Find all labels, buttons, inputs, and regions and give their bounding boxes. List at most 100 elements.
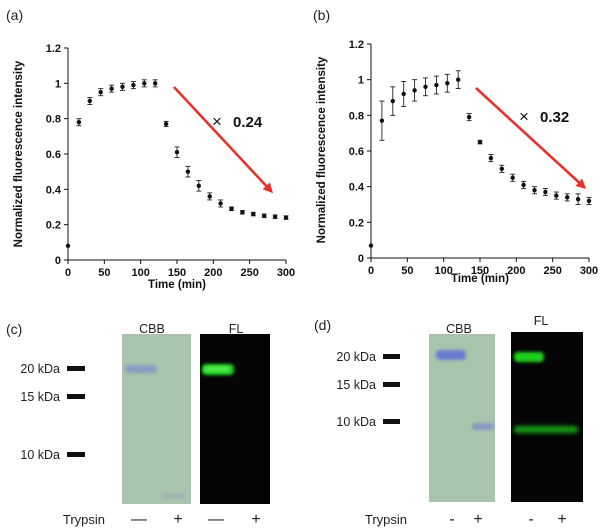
lane-sign-4: + (557, 511, 566, 528)
y-axis-title: Normalized fluorescence intensity (13, 60, 25, 247)
panel-label-a: (a) (6, 7, 23, 23)
panel-b: (b) Normalized fluorescence intensity Ti… (313, 7, 598, 285)
cbb-gel (122, 334, 191, 504)
data-point (262, 213, 267, 219)
data-point (76, 120, 82, 125)
y-tick-label: 1 (358, 75, 364, 87)
plot-a: Normalized fluorescence intensity Time (… (13, 43, 295, 291)
data-point (120, 84, 125, 90)
cbb-header: CBB (446, 322, 472, 336)
mw-marker-20: 20 kDa (336, 350, 376, 364)
panel-d: (d) CBB FL 20 kDa 15 kDa 10 kDa Trypsin … (314, 314, 583, 528)
y-tick-label: 0.8 (46, 114, 61, 126)
cbb-header: CBB (139, 322, 165, 336)
marker-dash-15 (383, 382, 400, 387)
cbb-band-untreated (125, 365, 157, 373)
lane-sign-2: + (173, 511, 182, 528)
data-point (218, 201, 223, 206)
data-point (521, 182, 526, 188)
fl-gel (200, 334, 270, 504)
data-point (423, 84, 428, 90)
panel-label-d: (d) (314, 317, 331, 333)
marker-dash-20 (383, 354, 400, 359)
x-axis-title: Time (min) (148, 279, 206, 291)
x-tick-label: 50 (401, 265, 413, 277)
marker-dash-20 (67, 366, 85, 371)
x-tick-label: 0 (65, 267, 71, 279)
y-tick-label: 1.2 (349, 39, 364, 51)
data-point (466, 114, 472, 120)
cbb-band-treated (163, 494, 185, 498)
data-point (142, 81, 147, 86)
data-point (565, 195, 570, 200)
x-tick-label: 100 (131, 267, 149, 279)
data-point (163, 121, 169, 127)
fl-band-treated (514, 426, 578, 433)
lane-sign-3: — (208, 511, 224, 528)
data-point (575, 196, 581, 202)
mw-marker-10: 10 kDa (20, 448, 60, 462)
y-axis-title: Normalized fluorescence intensity (316, 56, 328, 243)
y-tick-label: 0.4 (46, 184, 62, 196)
mw-marker-10: 10 kDa (336, 415, 376, 429)
data-point (87, 98, 93, 104)
x-tick-label: 250 (240, 267, 258, 279)
x-tick-label: 0 (368, 265, 374, 277)
data-point (283, 215, 289, 220)
x-tick-label: 100 (434, 265, 452, 277)
panel-c: (c) CBB FL 20 kDa 15 kDa 10 kDa Trypsin … (6, 321, 270, 528)
trypsin-label: Trypsin (365, 512, 407, 527)
lane-sign-3: - (528, 511, 533, 528)
data-point (434, 82, 439, 88)
lane-sign-2: + (473, 511, 482, 528)
x-tick-label: 50 (98, 267, 110, 279)
data-point (477, 139, 483, 145)
y-tick-label: 0 (358, 253, 364, 265)
data-point (240, 210, 245, 215)
x-tick-label: 300 (580, 265, 598, 277)
y-tick-label: 1 (55, 78, 61, 90)
cbb-gel (429, 334, 495, 502)
fl-band-untreated (514, 352, 544, 362)
data-point (401, 91, 406, 97)
data-point (207, 194, 212, 199)
mw-marker-15: 15 kDa (336, 378, 376, 392)
decrease-arrow (475, 87, 587, 190)
data-point (229, 206, 234, 211)
data-point (98, 89, 103, 95)
data-point (554, 193, 559, 198)
data-point (196, 183, 201, 188)
data-point (379, 118, 385, 123)
fold-change-label: 0.24 (233, 114, 263, 131)
x-tick-label: 300 (277, 267, 295, 279)
y-tick-label: 0.6 (46, 149, 61, 161)
decrease-arrow (173, 86, 274, 194)
mw-marker-15: 15 kDa (20, 390, 60, 404)
data-point (153, 81, 158, 86)
marker-dash-10 (383, 419, 400, 424)
data-point (65, 243, 71, 249)
data-point (445, 81, 450, 86)
data-point (368, 243, 374, 248)
data-point (412, 88, 417, 93)
times-symbol: × (519, 107, 529, 126)
times-symbol: × (212, 112, 222, 131)
lane-sign-1: - (449, 511, 454, 528)
lane-sign-4: + (251, 511, 260, 528)
x-tick-label: 250 (543, 265, 561, 277)
cbb-band-untreated (436, 350, 466, 360)
cbb-band-treated (472, 423, 494, 430)
data-point (586, 198, 592, 204)
x-tick-label: 150 (168, 267, 186, 279)
y-tick-label: 0.4 (349, 182, 365, 194)
panel-a: (a) Normalized fluorescence intensity Ti… (6, 7, 295, 291)
y-tick-label: 0.2 (349, 217, 364, 229)
data-point (543, 189, 548, 195)
marker-dash-10 (67, 452, 85, 457)
fl-header: FL (229, 322, 244, 336)
data-point (131, 82, 136, 88)
data-point (499, 166, 504, 172)
y-tick-label: 0.6 (349, 146, 364, 158)
x-tick-label: 150 (471, 265, 489, 277)
